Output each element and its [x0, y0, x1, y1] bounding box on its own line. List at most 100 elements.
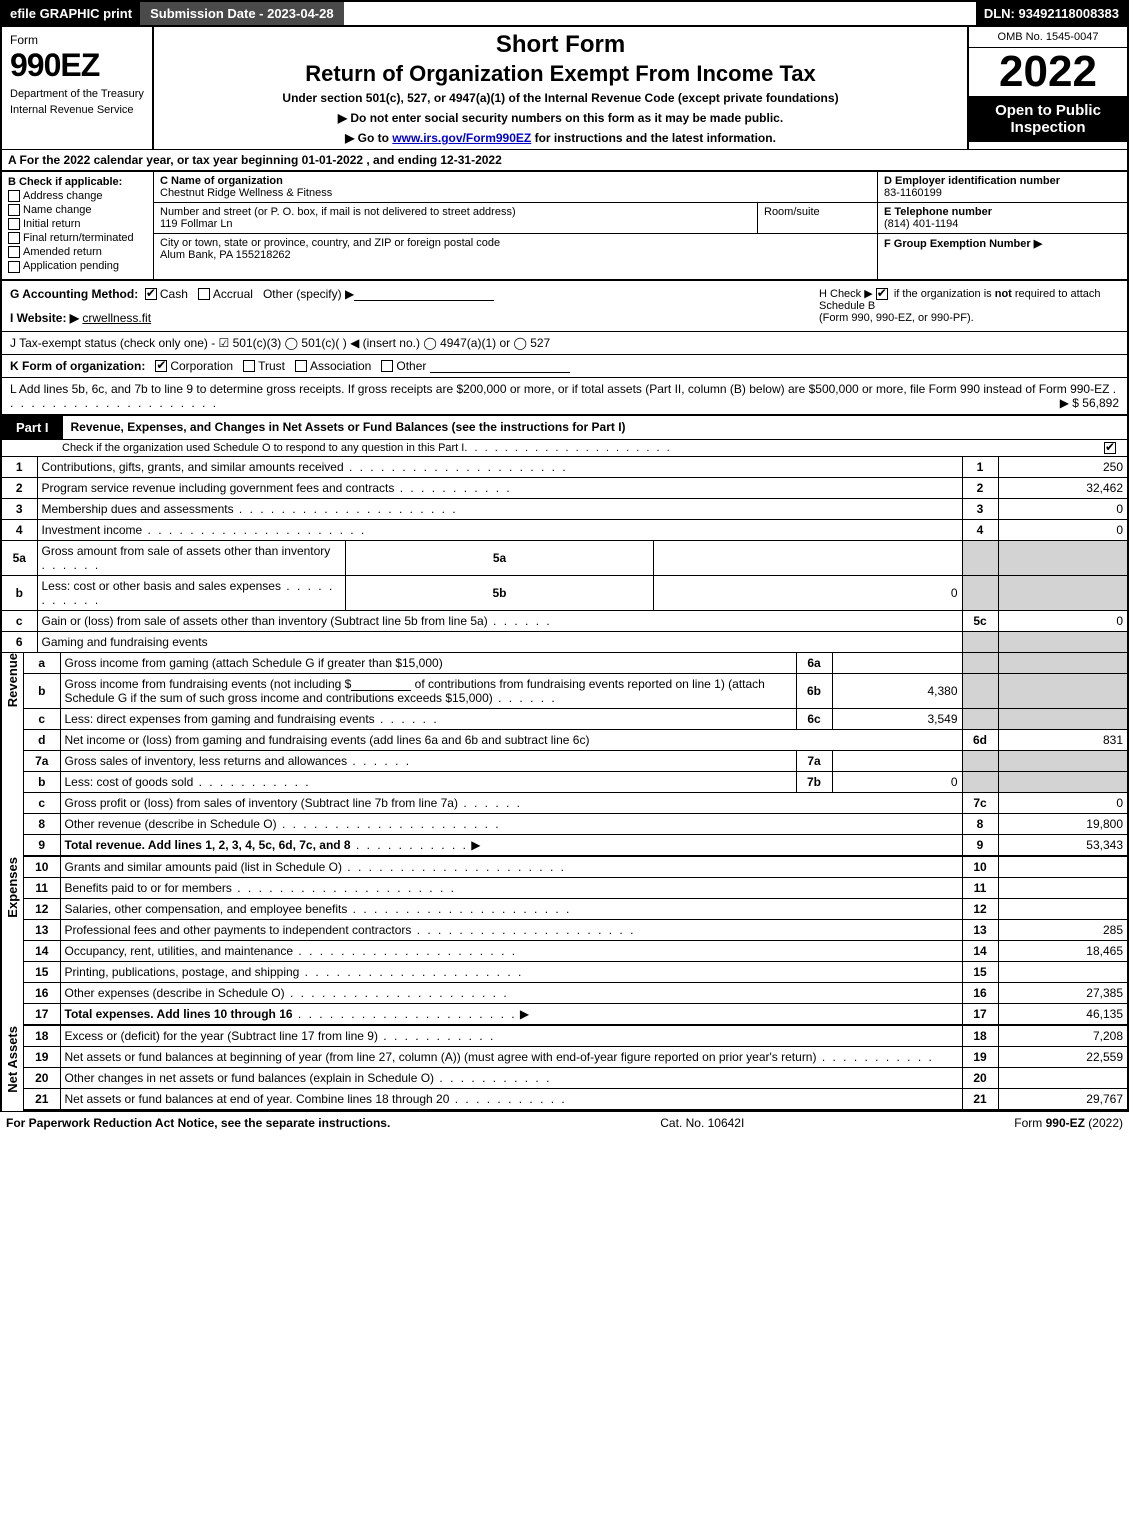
l18-num: 18 [24, 1026, 60, 1047]
l2-desc: Program service revenue including govern… [37, 477, 962, 498]
l5a-desc: Gross amount from sale of assets other t… [37, 540, 345, 575]
row-a-tax-year: A For the 2022 calendar year, or tax yea… [0, 149, 1129, 172]
chk-corporation[interactable] [155, 360, 167, 372]
other-method-blank[interactable] [354, 289, 494, 301]
l5a-val-shade [998, 540, 1128, 575]
l7b-ref-shade [962, 771, 998, 792]
l6a-ref-shade [962, 653, 998, 674]
l9-ref: 9 [962, 834, 998, 856]
l12-ref: 12 [962, 898, 998, 919]
l6b-blank[interactable] [351, 679, 411, 691]
l19-desc: Net assets or fund balances at beginning… [60, 1046, 962, 1067]
l6-num: 6 [1, 631, 37, 652]
l5b-desc: Less: cost or other basis and sales expe… [37, 575, 345, 610]
l2-ref: 2 [962, 477, 998, 498]
footer-left: For Paperwork Reduction Act Notice, see … [6, 1116, 390, 1130]
l21-desc: Net assets or fund balances at end of ye… [60, 1088, 962, 1110]
efile-print-label[interactable]: efile GRAPHIC print [2, 2, 140, 25]
header-center: Short Form Return of Organization Exempt… [154, 27, 967, 149]
l7c-ref: 7c [962, 792, 998, 813]
l6d-desc: Net income or (loss) from gaming and fun… [60, 729, 962, 750]
box-def: D Employer identification number 83-1160… [877, 172, 1127, 279]
chk-initial-return[interactable]: Initial return [8, 218, 147, 230]
chk-schedule-b-not-required[interactable] [876, 288, 888, 300]
l16-val: 27,385 [998, 982, 1128, 1003]
l6b-val-shade [998, 673, 1128, 708]
l6a-num: a [24, 653, 60, 674]
chk-accrual[interactable] [198, 288, 210, 300]
l3-val: 0 [998, 498, 1128, 519]
l11-ref: 11 [962, 877, 998, 898]
l3-ref: 3 [962, 498, 998, 519]
chk-amended-return[interactable]: Amended return [8, 246, 147, 258]
line-10: 10 Grants and similar amounts paid (list… [24, 857, 1128, 878]
line-5a: 5a Gross amount from sale of assets othe… [1, 540, 1128, 575]
l2-val: 32,462 [998, 477, 1128, 498]
instr-goto-post: for instructions and the latest informat… [531, 131, 776, 145]
instr-goto: ▶ Go to www.irs.gov/Form990EZ for instru… [162, 131, 959, 145]
line-2: 2 Program service revenue including gove… [1, 477, 1128, 498]
l4-desc: Investment income [37, 519, 962, 540]
row-h: H Check ▶ if the organization is not req… [819, 287, 1119, 325]
lbl-cash: Cash [160, 287, 188, 301]
revenue-group: Revenue a Gross income from gaming (atta… [0, 653, 1129, 857]
lbl-amended-return: Amended return [23, 246, 102, 258]
l7a-subref: 7a [796, 750, 832, 771]
l14-num: 14 [24, 940, 60, 961]
lbl-corporation: Corporation [170, 359, 233, 373]
chk-cash[interactable] [145, 288, 157, 300]
line-16: 16 Other expenses (describe in Schedule … [24, 982, 1128, 1003]
chk-application-pending[interactable]: Application pending [8, 260, 147, 272]
line-8: 8 Other revenue (describe in Schedule O)… [24, 813, 1128, 834]
l12-desc: Salaries, other compensation, and employ… [60, 898, 962, 919]
lines-10-17: 10 Grants and similar amounts paid (list… [24, 857, 1129, 1026]
chk-association[interactable] [295, 360, 307, 372]
l3-num: 3 [1, 498, 37, 519]
l10-ref: 10 [962, 857, 998, 878]
l6c-subref: 6c [796, 708, 832, 729]
irs-link[interactable]: www.irs.gov/Form990EZ [392, 131, 531, 145]
l16-ref: 16 [962, 982, 998, 1003]
spacer [344, 2, 976, 25]
side-label-netassets: Net Assets [0, 1026, 24, 1111]
under-section: Under section 501(c), 527, or 4947(a)(1)… [162, 91, 959, 105]
l7b-desc: Less: cost of goods sold [60, 771, 796, 792]
row-g: G Accounting Method: Cash Accrual Other … [10, 287, 799, 301]
l8-num: 8 [24, 813, 60, 834]
gi-left: G Accounting Method: Cash Accrual Other … [10, 287, 799, 325]
header-left: Form 990EZ Department of the Treasury In… [2, 27, 154, 149]
l7a-num: 7a [24, 750, 60, 771]
org-room-label: Room/suite [764, 206, 820, 218]
footer-right-form: 990-EZ [1046, 1116, 1085, 1130]
chk-name-change[interactable]: Name change [8, 204, 147, 216]
expenses-group: Expenses 10 Grants and similar amounts p… [0, 857, 1129, 1026]
l1-val: 250 [998, 457, 1128, 478]
chk-other-org[interactable] [381, 360, 393, 372]
line-5c: c Gain or (loss) from sale of assets oth… [1, 610, 1128, 631]
line-1: 1 Contributions, gifts, grants, and simi… [1, 457, 1128, 478]
l5b-num: b [1, 575, 37, 610]
lbl-association: Association [310, 359, 371, 373]
chk-final-return[interactable]: Final return/terminated [8, 232, 147, 244]
l10-num: 10 [24, 857, 60, 878]
line-6: 6 Gaming and fundraising events [1, 631, 1128, 652]
row-i: I Website: ▶ crwellness.fit [10, 311, 799, 325]
h-not: not [995, 288, 1012, 300]
chk-schedule-o[interactable] [1104, 442, 1116, 454]
l13-desc: Professional fees and other payments to … [60, 919, 962, 940]
other-org-blank[interactable] [430, 361, 570, 373]
l20-val [998, 1067, 1128, 1088]
chk-address-change[interactable]: Address change [8, 190, 147, 202]
dept-irs: Internal Revenue Service [10, 104, 144, 116]
lbl-other-method: Other (specify) ▶ [263, 287, 354, 301]
l18-val: 7,208 [998, 1026, 1128, 1047]
chk-trust[interactable] [243, 360, 255, 372]
website-value[interactable]: crwellness.fit [82, 311, 151, 325]
lbl-address-change: Address change [23, 190, 103, 202]
footer-right-pre: Form [1014, 1116, 1045, 1130]
l6b-subref: 6b [796, 673, 832, 708]
h-text2: if the organization is [894, 288, 995, 300]
org-name-row: C Name of organization Chestnut Ridge We… [154, 172, 877, 203]
l20-ref: 20 [962, 1067, 998, 1088]
org-name-value: Chestnut Ridge Wellness & Fitness [160, 187, 332, 199]
